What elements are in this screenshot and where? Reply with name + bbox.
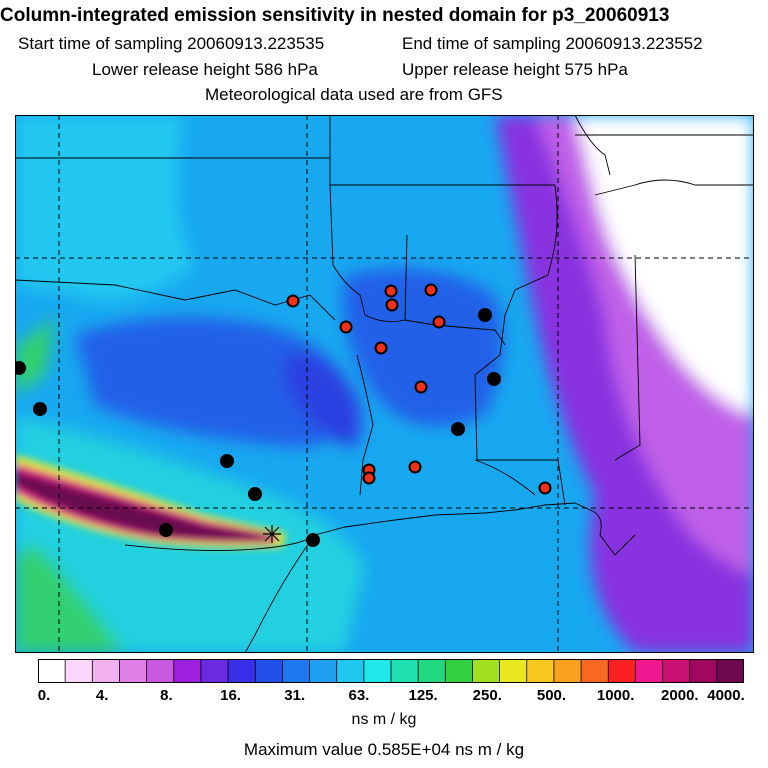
colorbar-cell bbox=[716, 659, 744, 683]
colorbar-cell bbox=[255, 659, 283, 683]
colorbar-cell bbox=[445, 659, 474, 683]
colorbar-cell bbox=[65, 659, 93, 683]
red-marker bbox=[374, 341, 388, 355]
plot-title: Column-integrated emission sensitivity i… bbox=[0, 5, 670, 26]
colorbar-cell bbox=[608, 659, 636, 683]
lower-release-label: Lower release height 586 hPa bbox=[92, 60, 318, 79]
red-marker bbox=[385, 298, 399, 312]
colorbar-cell bbox=[526, 659, 555, 683]
red-marker bbox=[362, 471, 376, 485]
colorbar bbox=[38, 659, 744, 683]
red-marker bbox=[538, 481, 552, 495]
colorbar-cell bbox=[92, 659, 121, 683]
red-marker bbox=[384, 284, 398, 298]
colorbar-cell bbox=[472, 659, 501, 683]
colorbar-cell bbox=[336, 659, 365, 683]
colorbar-tick-label: 125. bbox=[408, 687, 438, 704]
red-marker bbox=[339, 320, 353, 334]
plume-band bbox=[15, 455, 285, 548]
colorbar-tick-label: 1000. bbox=[596, 687, 635, 704]
red-marker bbox=[432, 315, 446, 329]
start-time-label: Start time of sampling 20060913.223535 bbox=[18, 34, 325, 53]
colorbar-tick-label: 8. bbox=[160, 687, 173, 704]
red-marker bbox=[286, 294, 300, 308]
black-marker bbox=[306, 533, 320, 547]
point-markers bbox=[15, 283, 552, 547]
colorbar-cell bbox=[689, 659, 718, 683]
black-marker bbox=[220, 454, 234, 468]
colorbar-cell bbox=[200, 659, 229, 683]
colorbar-cell bbox=[38, 659, 66, 683]
map-frame bbox=[15, 115, 754, 653]
colorbar-cell bbox=[418, 659, 446, 683]
red-marker bbox=[414, 380, 428, 394]
sensitivity-field bbox=[15, 115, 754, 653]
maximum-value-label: Maximum value 0.585E+04 ns m / kg bbox=[243, 740, 525, 759]
black-marker bbox=[248, 487, 262, 501]
colorbar-cell bbox=[309, 659, 338, 683]
colorbar-cell bbox=[581, 659, 609, 683]
sensitivity-map bbox=[15, 115, 754, 653]
black-marker bbox=[159, 523, 173, 537]
colorbar-tick-label: 250. bbox=[472, 687, 502, 704]
colorbar-tick-label: 0. bbox=[37, 687, 51, 704]
state-borders bbox=[15, 115, 754, 506]
colorbar-cell bbox=[635, 659, 664, 683]
black-marker bbox=[478, 308, 492, 322]
red-marker bbox=[424, 283, 438, 297]
colorbar-tick-label: 4. bbox=[95, 687, 109, 704]
colorbar-tick-label: 63. bbox=[348, 687, 370, 704]
colorbar-cell bbox=[553, 659, 582, 683]
black-marker bbox=[33, 402, 47, 416]
colorbar-tick-label: 31. bbox=[284, 687, 306, 704]
colorbar-cell bbox=[391, 659, 419, 683]
colorbar-tick-label: 16. bbox=[220, 687, 241, 704]
black-marker bbox=[487, 372, 501, 386]
colorbar-cell bbox=[363, 659, 392, 683]
colorbar-unit: ns m / kg bbox=[351, 711, 417, 728]
grid-lines bbox=[15, 115, 754, 653]
colorbar-cell bbox=[282, 659, 311, 683]
colorbar-cell bbox=[173, 659, 202, 683]
colorbar-cell bbox=[662, 659, 691, 683]
colorbar-tick-label: 2000. bbox=[661, 687, 699, 704]
end-time-label: End time of sampling 20060913.223552 bbox=[402, 34, 703, 53]
colorbar-cell bbox=[146, 659, 175, 683]
colorbar-tick-label: 500. bbox=[536, 687, 567, 704]
release-point-star bbox=[263, 525, 281, 543]
upper-release-label: Upper release height 575 hPa bbox=[402, 60, 628, 79]
met-data-label: Meteorological data used are from GFS bbox=[205, 85, 503, 104]
black-marker bbox=[451, 422, 465, 436]
colorbar-cell bbox=[499, 659, 528, 683]
black-marker bbox=[15, 361, 26, 375]
colorbar-tick-label: 4000. bbox=[707, 687, 745, 704]
red-marker bbox=[408, 460, 422, 474]
colorbar-cell bbox=[119, 659, 148, 683]
colorbar-cell bbox=[228, 659, 256, 683]
